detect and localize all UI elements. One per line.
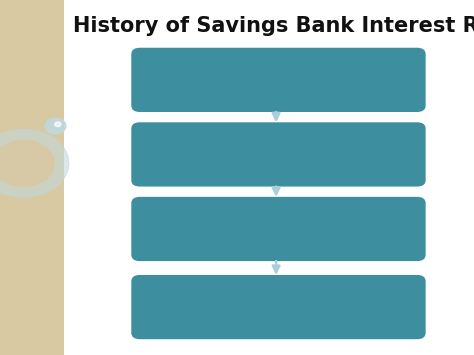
Circle shape xyxy=(55,122,61,127)
FancyBboxPatch shape xyxy=(131,275,426,339)
FancyBboxPatch shape xyxy=(131,48,426,112)
Text: March 2, 1978 – Interest rate @ 4.5 %
p.a: March 2, 1978 – Interest rate @ 4.5 % p.… xyxy=(152,64,376,95)
Circle shape xyxy=(0,140,55,186)
Circle shape xyxy=(0,130,69,197)
FancyBboxPatch shape xyxy=(131,122,426,187)
FancyBboxPatch shape xyxy=(0,0,64,355)
Text: Presently 4 @ p .a.: Presently 4 @ p .a. xyxy=(223,301,334,313)
Text: April 24, 1992 – Interest rate @ 6.0 %
p.a.: April 24, 1992 – Interest rate @ 6.0 % p… xyxy=(152,139,375,170)
Circle shape xyxy=(45,118,66,134)
FancyBboxPatch shape xyxy=(131,197,426,261)
Text: March 2003 – Interest rate @ 3.5 %: March 2003 – Interest rate @ 3.5 % xyxy=(152,223,361,235)
Text: History of Savings Bank Interest Rates: History of Savings Bank Interest Rates xyxy=(73,16,474,36)
